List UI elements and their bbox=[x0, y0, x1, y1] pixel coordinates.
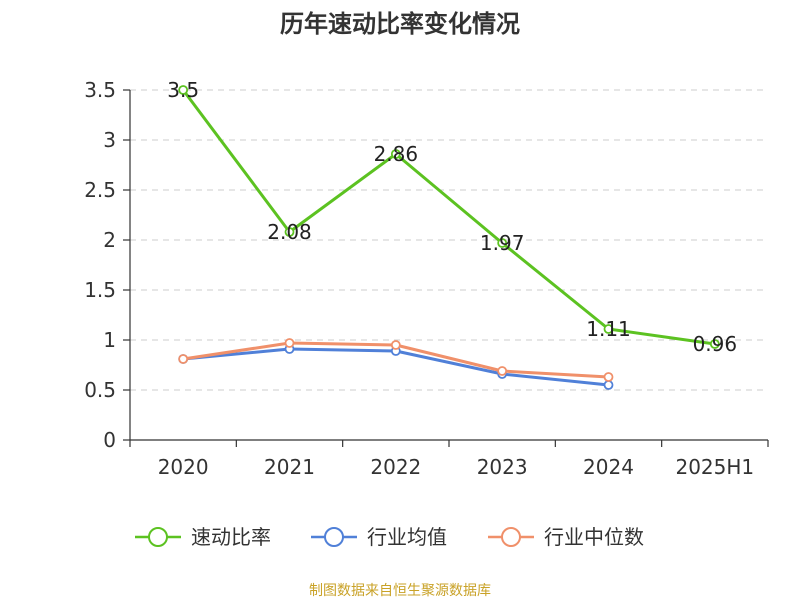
data-point[interactable] bbox=[390, 340, 401, 350]
legend-marker-icon bbox=[324, 527, 344, 547]
grid-lines bbox=[130, 89, 768, 391]
legend-label: 行业中位数 bbox=[544, 525, 644, 549]
data-point[interactable] bbox=[603, 380, 614, 390]
y-tick-label: 0 bbox=[103, 428, 116, 452]
data-label: 3.5 bbox=[167, 78, 199, 102]
source-note: 制图数据来自恒生聚源数据库 bbox=[309, 583, 491, 599]
data-label: 2.86 bbox=[374, 142, 419, 166]
y-tick-label: 3.5 bbox=[84, 78, 116, 102]
data-point[interactable] bbox=[178, 85, 189, 95]
data-point[interactable] bbox=[497, 238, 508, 248]
series-line bbox=[181, 89, 716, 346]
data-label: 0.96 bbox=[693, 332, 738, 356]
data-point[interactable] bbox=[284, 227, 295, 237]
legend-item[interactable]: 速动比率 bbox=[135, 525, 271, 549]
data-label: 1.11 bbox=[586, 317, 631, 341]
data-point[interactable] bbox=[390, 149, 401, 159]
y-tick-label: 1 bbox=[103, 328, 116, 352]
y-tick-label: 3 bbox=[103, 128, 116, 152]
legend-label: 速动比率 bbox=[191, 525, 271, 549]
legend-label: 行业均值 bbox=[367, 525, 447, 549]
data-point[interactable] bbox=[178, 354, 189, 364]
x-tick-label: 2024 bbox=[583, 455, 634, 479]
data-point[interactable] bbox=[709, 339, 720, 349]
legend-item[interactable]: 行业中位数 bbox=[488, 525, 644, 549]
legend-marker-icon bbox=[501, 527, 521, 547]
legend[interactable]: 速动比率 行业均值 行业中位数 bbox=[135, 525, 644, 549]
x-tick-label: 2023 bbox=[477, 455, 528, 479]
legend-item[interactable]: 行业均值 bbox=[311, 525, 447, 549]
series-lines bbox=[178, 85, 720, 390]
axes: 0 0.5 1 1.5 2 2.5 3 3.5 2020 2021 2022 2023 2024 2025… bbox=[84, 78, 769, 479]
x-tick-label: 2021 bbox=[264, 455, 315, 479]
data-point[interactable] bbox=[603, 324, 614, 334]
data-point[interactable] bbox=[497, 366, 508, 376]
x-tick-label: 2022 bbox=[370, 455, 421, 479]
y-tick-label: 2 bbox=[103, 228, 116, 252]
y-tick-label: 2.5 bbox=[84, 178, 116, 202]
y-tick-label: 1.5 bbox=[84, 278, 116, 302]
data-label: 1.97 bbox=[480, 231, 525, 255]
data-labels: 3.5 2.08 2.86 1.97 1.11 0.96 bbox=[167, 78, 737, 356]
legend-marker-icon bbox=[148, 527, 168, 547]
data-point[interactable] bbox=[603, 372, 614, 382]
y-tick-label: 0.5 bbox=[84, 378, 116, 402]
data-point[interactable] bbox=[284, 338, 295, 348]
x-tick-label: 2020 bbox=[158, 455, 209, 479]
x-tick-label: 2025H1 bbox=[675, 455, 754, 479]
data-label: 2.08 bbox=[267, 220, 312, 244]
chart-title: 历年速动比率变化情况 bbox=[280, 10, 520, 38]
